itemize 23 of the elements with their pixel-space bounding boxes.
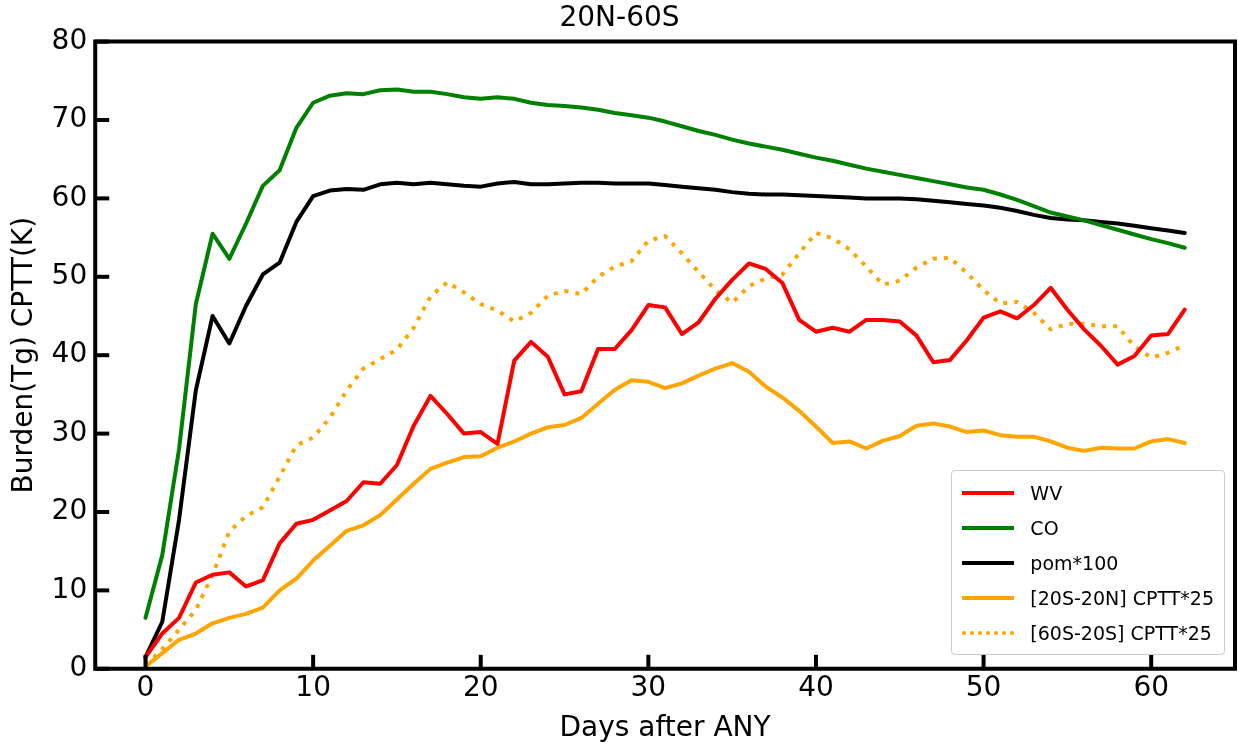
x-tick-label: 0 <box>136 669 155 703</box>
x-tick-label: 60 <box>1133 669 1170 703</box>
y-tick-label: 60 <box>51 179 88 213</box>
y-tick-label: 40 <box>51 336 88 370</box>
legend-label: CO <box>1030 516 1059 539</box>
chart-title: 20N-60S <box>559 0 680 34</box>
y-tick-label: 80 <box>51 22 88 56</box>
x-tick-label: 40 <box>798 669 834 703</box>
legend-label: pom*100 <box>1030 551 1119 574</box>
legend-label: [60S-20S] CPTT*25 <box>1030 621 1212 644</box>
y-tick-label: 50 <box>51 258 88 292</box>
y-tick-label: 70 <box>51 101 88 135</box>
legend-label: [20S-20N] CPTT*25 <box>1030 586 1214 609</box>
legend-label: WV <box>1030 481 1063 504</box>
y-tick-label: 30 <box>51 414 88 448</box>
x-tick-label: 20 <box>462 669 499 703</box>
x-tick-label: 50 <box>965 669 1002 703</box>
y-axis-title: Burden(Tg) CPTT(K) <box>6 216 40 494</box>
y-tick-label: 20 <box>51 493 88 527</box>
x-tick-label: 30 <box>630 669 667 703</box>
x-tick-label: 10 <box>295 669 331 703</box>
y-tick-label: 10 <box>51 571 88 605</box>
x-axis-title: Days after ANY <box>559 710 772 744</box>
